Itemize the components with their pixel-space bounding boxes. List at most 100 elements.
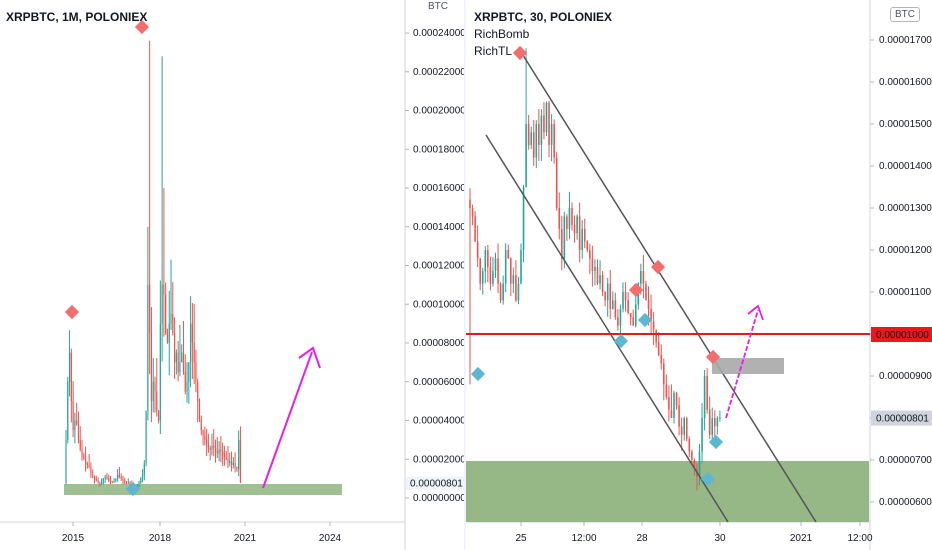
left-candle [204,436,206,440]
right-buy-signal-marker [613,333,629,349]
right-candle [647,300,650,309]
left-candle [138,482,140,487]
left-candle [117,474,119,479]
right-candle [668,397,670,410]
left-candle [115,478,117,481]
right-chart-title: XRPBTC, 30, POLONIEX [474,10,613,24]
left-candle [141,474,144,479]
right-candle [711,418,714,435]
left-x-tick-label: 2024 [319,533,342,544]
right-y-tick-label: 0.00001700 [879,35,932,46]
left-y-tick-label: 0.00016000 [413,183,466,194]
left-candle [186,381,188,392]
right-candle [706,376,708,410]
right-candle [703,376,706,418]
right-candle [532,132,535,158]
left-candle [92,474,94,477]
left-candle [179,362,181,373]
right-x-tick-label: 12:00 [571,533,596,544]
left-candle [239,439,242,483]
left-buy-signal-marker [125,481,141,497]
right-candle [601,275,604,292]
right-sell-signal-marker [628,282,644,298]
left-chart-canvas[interactable]: 0.00024000 0.00022000 0.00020000 0.00018000… [0,0,466,550]
right-candle [632,317,634,326]
right-price-tag: 0.00000801 [876,414,929,425]
right-chart-canvas[interactable]: 0.00001700 0.00001600 0.00001500 0.00001400… [466,0,932,550]
right-chart-panel[interactable]: 0.00001700 0.00001600 0.00001500 0.00001400… [466,0,932,550]
right-candle [609,283,612,309]
left-candle [129,482,131,485]
right-candle [489,266,492,284]
right-candle [527,124,530,145]
left-y-tick-label: 0.00006000 [413,377,466,388]
right-x-tick-label: 25 [515,533,527,544]
indicator-richtl[interactable]: RichTL [474,44,513,58]
left-candle [120,476,122,479]
left-candle [79,439,81,450]
right-candle [622,292,624,309]
panel-divider[interactable] [464,0,467,550]
right-candle [568,208,571,229]
right-candle [614,300,617,318]
left-candle [156,391,158,411]
right-candle [642,271,645,284]
right-candle [515,275,517,301]
right-candle [558,208,561,229]
right-candle [555,157,558,208]
left-projection-arrow-shaft [262,351,313,489]
left-candle [190,323,192,363]
right-candle [714,418,716,427]
left-candle [177,352,179,373]
left-candle [230,461,233,466]
left-y-tick-label: 0.00022000 [413,67,466,78]
right-x-tick-label: 30 [714,533,726,544]
left-candle [238,439,240,469]
indicator-richbomb[interactable]: RichBomb [474,27,530,41]
left-price-tag: 0.00000801 [410,478,463,489]
left-candle [76,420,78,425]
left-y-tick-label: 0.00020000 [413,106,466,117]
right-y-tick-label: 0.00001500 [879,119,932,130]
right-candle [520,250,522,284]
right-candle [484,250,487,271]
right-candle [645,283,647,301]
left-candle [90,467,92,475]
right-candle [640,271,642,284]
left-x-tick-label: 2021 [234,533,257,544]
right-candle [586,241,589,250]
left-chart-panel[interactable]: 0.00024000 0.00022000 0.00020000 0.00018000… [0,0,466,550]
right-candle [474,216,476,242]
right-sell-signal-marker [512,45,528,61]
left-candle [222,451,224,456]
right-candle [469,199,471,208]
right-candle [507,250,510,259]
left-candle [213,445,215,448]
right-unit-badge[interactable]: BTC [890,7,920,22]
right-candle [685,418,688,439]
left-candle [83,455,85,460]
right-candle [617,317,619,326]
right-candle [683,418,685,435]
right-candle [471,208,474,217]
right-candle [561,229,563,259]
right-candle [670,409,673,418]
left-candle [93,476,96,479]
left-candle [227,459,229,464]
right-candle [553,124,555,158]
left-candle [202,430,204,436]
right-candle [719,417,721,419]
left-candle [113,480,115,483]
right-candle [522,187,525,250]
right-candle [650,308,652,322]
right-y-tick-label: 0.00000600 [879,497,932,508]
right-candle [578,216,581,250]
right-candle [571,208,573,225]
left-candle [225,457,227,460]
left-candle [214,447,217,452]
left-candle [150,333,153,402]
left-y-tick-label: 0.00014000 [413,222,466,233]
right-candle [566,216,568,229]
right-candle [510,258,512,284]
left-candle [163,284,165,295]
